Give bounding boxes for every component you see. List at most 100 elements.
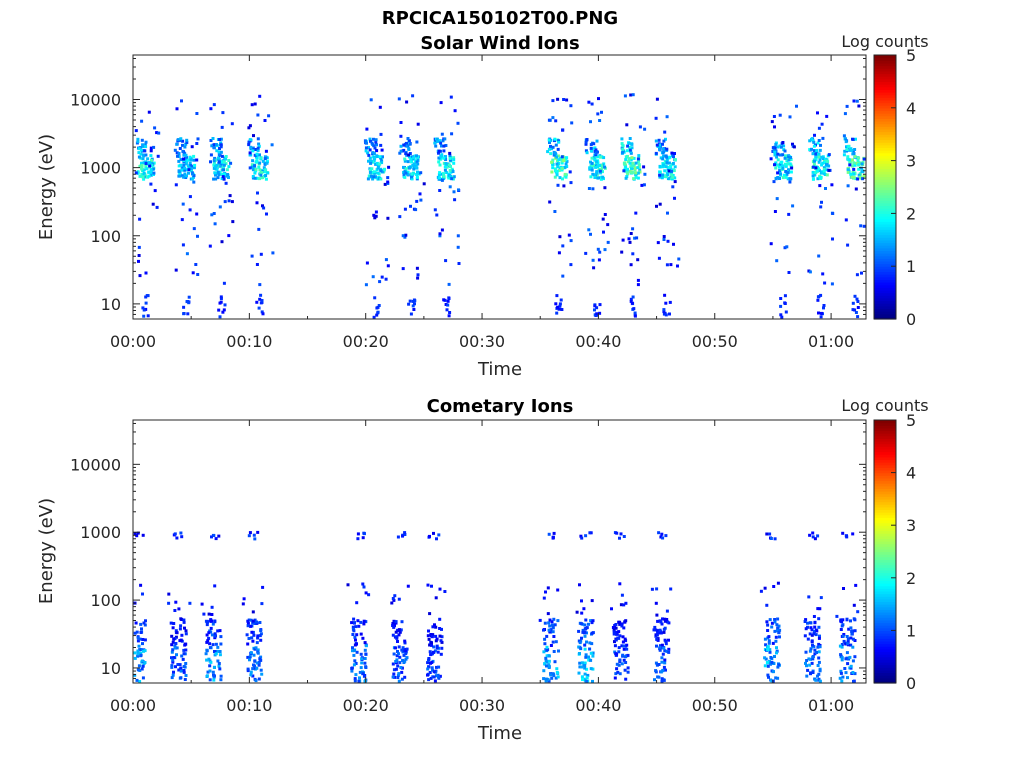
spectrogram-cell (192, 166, 196, 170)
spectrogram-cell (139, 152, 143, 156)
spectrogram-cell (415, 154, 418, 158)
spectrogram-cell (620, 644, 624, 648)
spectrogram-cell (857, 163, 861, 167)
spectrogram-cell (373, 156, 377, 160)
spectrogram-cell (817, 152, 820, 156)
spectrogram-cell (556, 588, 560, 592)
spectrogram-cell (851, 532, 855, 536)
spectrogram-cell (595, 173, 599, 177)
spectrogram-cell (250, 630, 254, 634)
spectrogram-cell (140, 172, 144, 176)
spectrogram-cell (136, 636, 140, 640)
spectrogram-cell (192, 180, 196, 184)
spectrogram-cell (809, 647, 813, 651)
spectrogram-cell (209, 626, 213, 630)
spectrogram-cell (400, 620, 404, 624)
spectrogram-cell (587, 655, 590, 659)
spectrogram-cell (430, 641, 433, 645)
spectrogram-cell (813, 625, 817, 629)
spectrogram-cell (556, 97, 560, 101)
spectrogram-cell (218, 650, 222, 653)
spectrogram-cell (804, 627, 808, 631)
spectrogram-cell (446, 299, 450, 303)
spectrogram-cell (144, 165, 148, 168)
spectrogram-cell (206, 639, 210, 643)
spectrogram-cell (182, 153, 186, 157)
spectrogram-cell (438, 176, 442, 180)
spectrogram-cell (257, 677, 261, 681)
spectrogram-cell (374, 140, 378, 144)
spectrogram-cell (217, 156, 220, 160)
spectrogram-cell (405, 141, 408, 145)
spectrogram-cell (581, 678, 584, 681)
spectrogram-cell (775, 197, 779, 201)
spectrogram-cell (853, 163, 857, 167)
spectrogram-cell (859, 224, 863, 228)
spectrogram-cell (407, 147, 411, 151)
spectrogram-cell (659, 145, 663, 149)
spectrogram-cell (816, 664, 820, 667)
spectrogram-cell (429, 661, 432, 665)
colorbar-tick-label: 2 (906, 569, 916, 588)
spectrogram-cell (216, 649, 220, 653)
spectrogram-cell (813, 629, 816, 633)
spectrogram-cell (846, 662, 850, 666)
spectrogram-cell (372, 159, 376, 163)
spectrogram-cell (844, 218, 848, 222)
spectrogram-cell (812, 140, 816, 144)
spectrogram-cell (428, 643, 432, 647)
spectrogram-cell (662, 630, 666, 634)
spectrogram-cell (167, 592, 171, 596)
spectrogram-cell (361, 582, 365, 586)
spectrogram-cell (352, 653, 356, 657)
colorbar-swatch (874, 564, 896, 568)
colorbar-swatch (874, 308, 896, 312)
spectrogram-cell (844, 140, 848, 144)
spectrogram-cell (180, 654, 184, 658)
spectrogram-cell (827, 164, 831, 168)
spectrogram-cell (445, 171, 449, 175)
spectrogram-cell (400, 670, 404, 674)
spectrogram-cell (845, 148, 849, 151)
spectrogram-cell (590, 642, 594, 646)
colorbar-swatch (874, 575, 896, 579)
spectrogram-cell (176, 663, 180, 666)
spectrogram-cell (655, 644, 658, 648)
y-tick-label: 100 (90, 591, 121, 610)
spectrogram-cell (655, 587, 659, 591)
colorbar-swatch (874, 284, 896, 288)
spectrogram-cell (411, 299, 415, 303)
spectrogram-cell (399, 149, 403, 153)
spectrogram-cell (210, 213, 214, 217)
spectrogram-cell (821, 157, 825, 161)
spectrogram-cell (582, 607, 586, 611)
spectrogram-cell (657, 675, 661, 679)
spectrogram-cell (808, 533, 812, 537)
spectrogram-cell (560, 308, 564, 311)
spectrogram-cell (603, 213, 607, 216)
spectrogram-cell (207, 636, 211, 640)
spectrogram-cell (656, 631, 660, 635)
spectrogram-cell (776, 676, 780, 680)
spectrogram-cell (811, 535, 815, 539)
colorbar-swatch (874, 430, 896, 434)
spectrogram-cell (603, 165, 607, 169)
colorbar-tick-label: 3 (906, 152, 916, 171)
spectrogram-cell (664, 301, 668, 305)
spectrogram-cell (840, 658, 844, 662)
spectrogram-cell (182, 618, 186, 622)
spectrogram-cell (364, 652, 368, 656)
spectrogram-cell (587, 622, 590, 626)
spectrogram-cell (440, 153, 444, 157)
spectrogram-cell (144, 301, 148, 305)
spectrogram-cell (593, 304, 597, 308)
spectrogram-cell (440, 640, 444, 644)
spectrogram-cell (856, 315, 860, 319)
spectrogram-cell (561, 274, 565, 278)
spectrogram-cell (596, 247, 600, 251)
spectrogram-cell (258, 283, 262, 287)
colorbar-swatch (874, 625, 896, 629)
spectrogram-cell (351, 633, 355, 636)
spectrogram-cell (402, 649, 406, 652)
spectrogram-cell (621, 147, 625, 151)
